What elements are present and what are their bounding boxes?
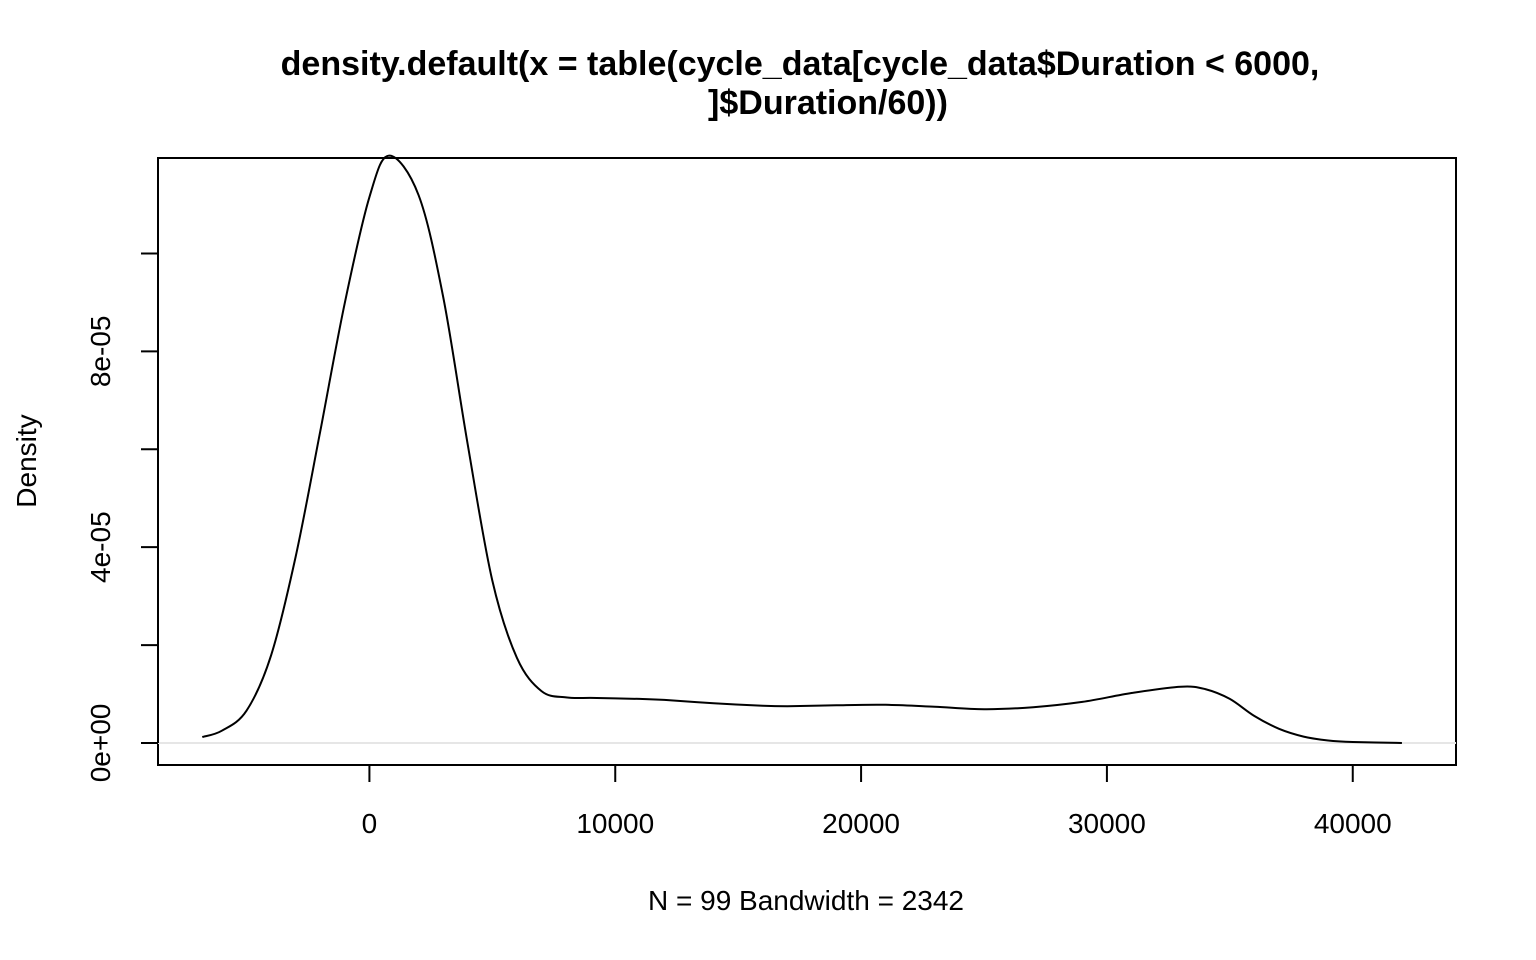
x-axis-label: N = 99 Bandwidth = 2342 — [648, 885, 964, 916]
y-tick-label: 8e-05 — [85, 316, 116, 388]
x-axis: 0 10000 20000 30000 40000 — [362, 764, 1392, 839]
y-axis: 0e+00 4e-05 8e-05 — [85, 252, 159, 783]
y-tick-label: 4e-05 — [85, 511, 116, 583]
chart-title-line-2: ]$Duration/60)) — [708, 84, 948, 122]
x-tick-label: 0 — [362, 808, 378, 839]
x-tick-label: 10000 — [576, 808, 654, 839]
y-tick-label: 0e+00 — [85, 704, 116, 783]
x-tick-label: 20000 — [822, 808, 900, 839]
chart-title-line-1: density.default(x = table(cycle_data[cyc… — [281, 45, 1320, 83]
density-curve — [201, 154, 1402, 744]
y-axis-label: Density — [11, 414, 42, 507]
plot-frame — [157, 157, 1457, 766]
x-tick-label: 40000 — [1314, 808, 1392, 839]
x-tick-label: 30000 — [1068, 808, 1146, 839]
